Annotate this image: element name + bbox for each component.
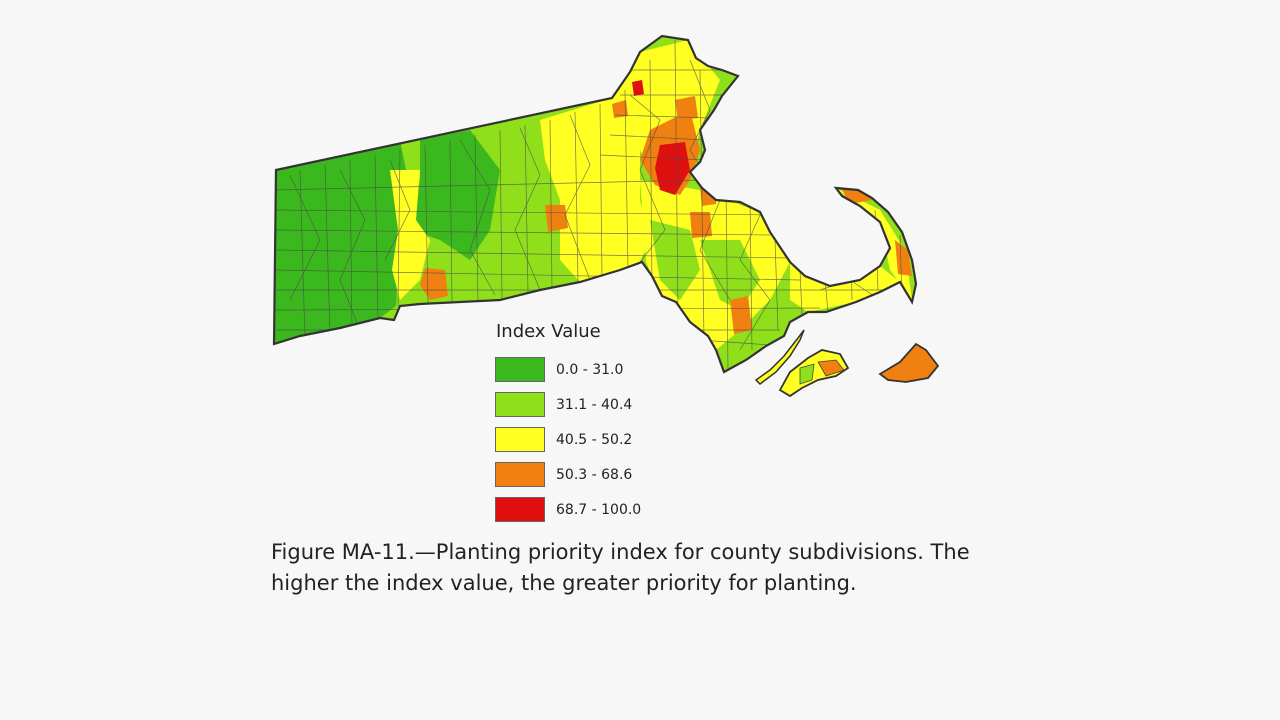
legend-item: 0.0 - 31.0 (495, 352, 695, 387)
legend-swatch (495, 357, 545, 382)
legend-label: 68.7 - 100.0 (556, 501, 642, 518)
legend-item: 68.7 - 100.0 (495, 492, 695, 527)
legend-label: 50.3 - 68.6 (556, 466, 633, 483)
legend-swatch (495, 392, 545, 417)
legend-label: 0.0 - 31.0 (556, 361, 624, 378)
marthas-vineyard (778, 349, 850, 398)
legend-item: 50.3 - 68.6 (495, 457, 695, 492)
nantucket (878, 342, 940, 383)
index-zones (274, 39, 912, 371)
legend-swatch (495, 462, 545, 487)
legend-label: 40.5 - 50.2 (556, 431, 633, 448)
legend-swatch (495, 497, 545, 522)
legend-item: 40.5 - 50.2 (495, 422, 695, 457)
elizabeth-islands (754, 329, 805, 385)
map-legend: Index Value 0.0 - 31.0 31.1 - 40.4 40.5 … (495, 320, 695, 527)
figure-caption: Figure MA-11.—Planting priority index fo… (271, 540, 970, 595)
legend-title: Index Value (496, 321, 601, 342)
legend-swatch (495, 427, 545, 452)
legend-item: 31.1 - 40.4 (495, 387, 695, 422)
legend-label: 31.1 - 40.4 (556, 396, 633, 413)
